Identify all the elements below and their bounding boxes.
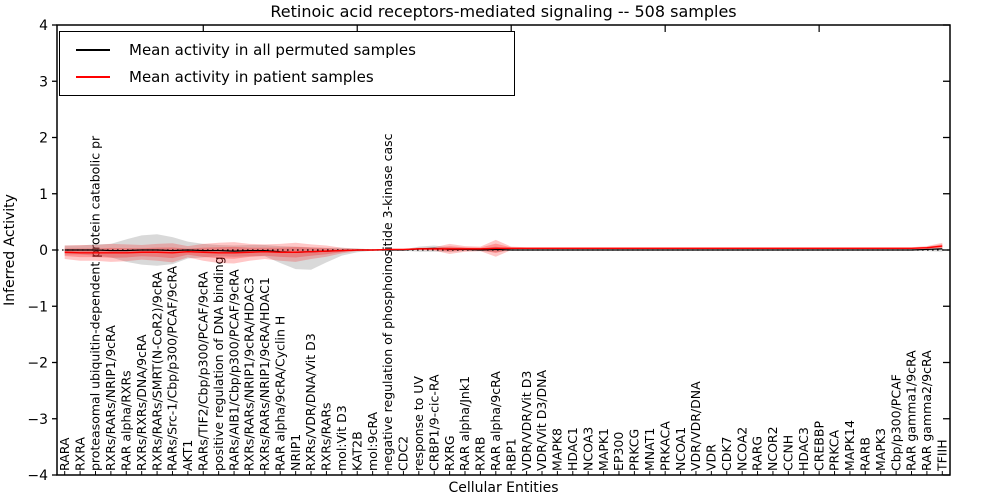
- x-tick-label: response to UV: [411, 376, 426, 471]
- y-tick-label: 2: [39, 131, 48, 147]
- x-tick-label: PRKACA: [657, 421, 672, 471]
- x-tick-label: RXRs/RARs: [319, 402, 334, 471]
- patient-line-swatch: [76, 76, 110, 78]
- legend: Mean activity in all permuted samples Me…: [59, 31, 515, 96]
- x-tick-label: PRKCG: [627, 429, 642, 471]
- x-tick-label: KAT2B: [349, 431, 364, 471]
- x-axis-label: Cellular Entities: [448, 480, 559, 496]
- legend-label-permuted: Mean activity in all permuted samples: [129, 41, 416, 59]
- x-tick-label: MAPK1: [596, 428, 611, 471]
- x-tick-label: RXRA: [72, 437, 87, 471]
- x-tick-label: NCOA3: [580, 427, 595, 471]
- x-tick-label: HDAC1: [565, 427, 580, 471]
- permuted-mean-line: [64, 247, 943, 253]
- x-tick-label: RXRs/RARs/NRIP1/9cRA: [103, 325, 118, 471]
- x-tick-label: RAR gamma1/9cRA: [904, 350, 919, 471]
- x-tick-label: RARG: [750, 436, 765, 471]
- y-tick-label: 4: [39, 18, 48, 34]
- x-tick-label: mol:Vit D3: [334, 405, 349, 471]
- x-tick-label: MAPK3: [873, 428, 888, 471]
- x-tick-label: MAPK14: [842, 420, 857, 471]
- permuted-band: [64, 234, 943, 270]
- x-tick-label: RARB: [858, 437, 873, 471]
- y-tick-label: −4: [27, 468, 48, 484]
- legend-item-patient: Mean activity in patient samples: [60, 68, 514, 86]
- x-tick-label: CDC2: [396, 436, 411, 471]
- x-tick-label: positive regulation of DNA binding: [211, 256, 226, 471]
- x-tick-label: VDR/VDR/Vit D3: [519, 371, 534, 471]
- x-tick-label: NCOA1: [673, 427, 688, 471]
- x-tick-label: AKT1: [180, 440, 195, 471]
- chart-title: Retinoic acid receptors-mediated signali…: [270, 2, 737, 21]
- x-tick-label: RXRs/RARs/SMRT(N-CoR2)/9cRA: [149, 271, 164, 471]
- permuted-line-swatch: [76, 49, 110, 51]
- x-tick-label: RARs/TIF2/Cbp/p300/PCAF/9cRA: [195, 271, 210, 471]
- x-tick-label: RXRs/RXRs/DNA/9cRA: [134, 334, 149, 471]
- y-tick-label: −3: [27, 412, 48, 428]
- x-tick-label: NCOA2: [734, 427, 749, 471]
- y-tick-label: 1: [39, 187, 48, 203]
- x-tick-label: CREBBP: [811, 421, 826, 471]
- x-tick-label: RAR alpha/Jnk1: [457, 376, 472, 471]
- x-tick-label: RAR gamma2/9cRA: [919, 350, 934, 471]
- x-tick-label: RARs/AIB1/Cbp/p300/PCAF/9cRA: [226, 269, 241, 471]
- x-tick-label: RARA: [57, 437, 72, 471]
- x-tick-label: proteasomal ubiquitin-dependent protein …: [88, 135, 103, 471]
- patient-band: [64, 239, 943, 264]
- patient-band-inner: [64, 243, 943, 259]
- patient-mean-line: [64, 245, 943, 254]
- x-tick-label: NCOR2: [765, 426, 780, 471]
- x-tick-label: VDR/VDR/DNA: [688, 381, 703, 471]
- x-tick-label: RXRG: [442, 435, 457, 471]
- x-tick-label: VDR/Vit D3/DNA: [534, 370, 549, 471]
- x-tick-label: NRIP1: [288, 434, 303, 471]
- x-tick-label: TFIIH: [935, 439, 950, 472]
- legend-item-permuted: Mean activity in all permuted samples: [60, 41, 514, 59]
- x-tick-label: RARs/Src-1/Cbp/p300/PCAF/9cRA: [165, 265, 180, 471]
- x-tick-label: negative regulation of phosphoinositide …: [380, 133, 395, 471]
- y-tick-label: 3: [39, 74, 48, 90]
- x-tick-label: MNAT1: [642, 428, 657, 471]
- y-tick-label: −2: [27, 356, 48, 372]
- x-tick-label: CCNH: [781, 435, 796, 471]
- x-tick-label: RXRs/RARs/NRIP1/9cRA/HDAC1: [257, 277, 272, 471]
- x-tick-label: RAR alpha/9cRA/Cyclin H: [272, 316, 287, 471]
- x-tick-label: Cbp/p300/PCAF: [888, 374, 903, 471]
- x-tick-label: RXRs/VDR/DNA/Vit D3: [303, 333, 318, 471]
- x-tick-label: mol:9cRA: [365, 411, 380, 471]
- x-tick-label: MAPK8: [550, 428, 565, 471]
- x-tick-label: RBP1: [503, 438, 518, 471]
- x-tick-label: RAR alpha/9cRA: [488, 371, 503, 471]
- x-tick-label: VDR: [704, 444, 719, 471]
- x-tick-label: EP300: [611, 432, 626, 471]
- y-tick-label: 0: [39, 243, 48, 259]
- x-tick-label: CRBP1/9-cic-RA: [426, 374, 441, 471]
- x-tick-label: RXRs/RARs/NRIP1/9cRA/HDAC3: [242, 277, 257, 471]
- x-tick-label: CDK7: [719, 436, 734, 471]
- x-tick-label: RXRB: [473, 436, 488, 471]
- x-tick-label: RAR alpha/RXRs: [118, 370, 133, 471]
- x-tick-label: PRKCA: [827, 430, 842, 471]
- y-tick-label: −1: [27, 299, 48, 315]
- x-tick-label: HDAC3: [796, 427, 811, 471]
- legend-label-patient: Mean activity in patient samples: [129, 68, 374, 86]
